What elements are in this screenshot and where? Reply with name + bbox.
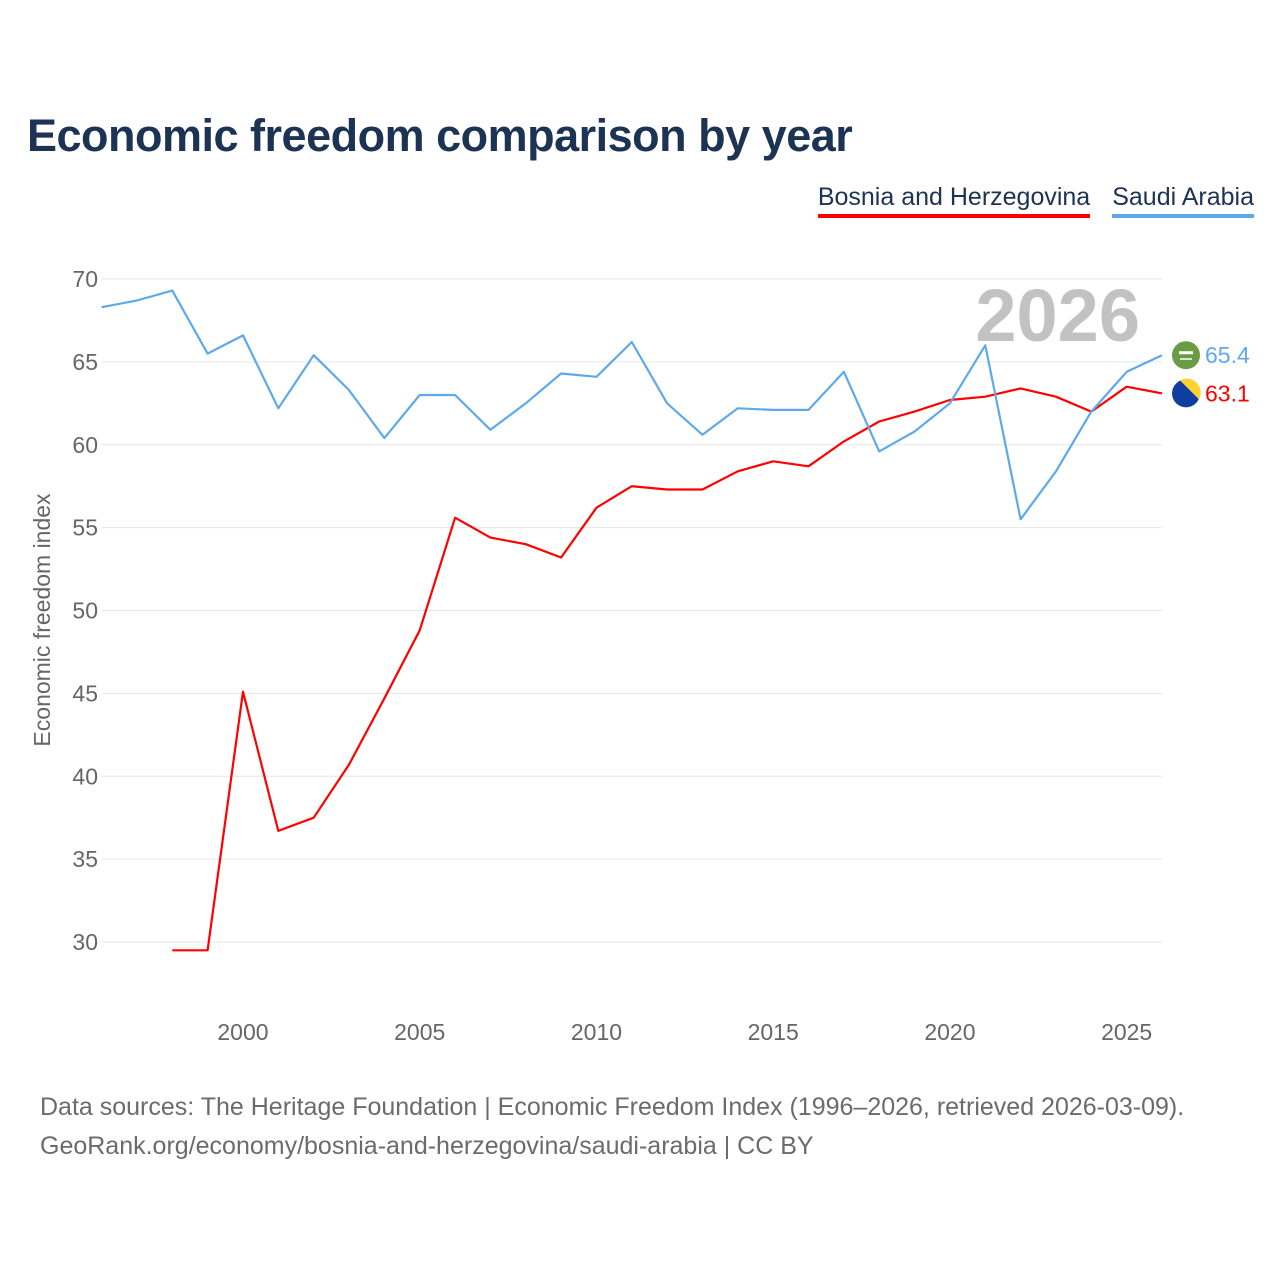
end-value-label: 65.4 <box>1205 342 1250 368</box>
x-tick-label: 2025 <box>1101 1019 1152 1045</box>
y-tick-label: 35 <box>72 846 98 872</box>
x-tick-label: 2000 <box>217 1019 268 1045</box>
series-line-saudi-arabia <box>101 289 1163 521</box>
flag-detail <box>1180 358 1192 360</box>
x-tick-label: 2015 <box>748 1019 799 1045</box>
y-tick-label: 70 <box>72 266 98 292</box>
series-line-bosnia <box>172 385 1163 952</box>
legend: Bosnia and Herzegovina Saudi Arabia <box>817 183 1254 218</box>
x-tick-label: 2010 <box>571 1019 622 1045</box>
legend-item-bosnia[interactable]: Bosnia and Herzegovina <box>817 183 1091 218</box>
x-tick-label: 2005 <box>394 1019 445 1045</box>
y-tick-label: 40 <box>72 763 98 789</box>
flag-triangle <box>1180 378 1201 400</box>
legend-item-saudi-arabia[interactable]: Saudi Arabia <box>1112 183 1254 218</box>
y-tick-label: 60 <box>72 432 98 458</box>
chart-title: Economic freedom comparison by year <box>27 110 853 161</box>
saudi-arabia-flag-icon <box>1172 341 1200 370</box>
bosnia-flag-icon <box>1172 378 1201 408</box>
flag-detail <box>1179 351 1193 355</box>
y-tick-label: 55 <box>72 515 98 541</box>
source-line-2: GeoRank.org/economy/bosnia-and-herzegovi… <box>40 1132 814 1160</box>
y-axis-label: Economic freedom index <box>29 493 55 747</box>
x-tick-label: 2020 <box>924 1019 975 1045</box>
source-note: Data sources: The Heritage Foundation | … <box>40 1088 1184 1166</box>
year-watermark: 2026 <box>975 274 1140 357</box>
y-tick-label: 45 <box>72 680 98 706</box>
y-tick-label: 30 <box>72 929 98 955</box>
y-tick-label: 50 <box>72 598 98 624</box>
source-line-1: Data sources: The Heritage Foundation | … <box>40 1093 1185 1121</box>
line-chart: 30 35 40 45 50 55 60 65 70 2000 2005 2010 2015 2020 20… <box>29 266 1250 1045</box>
y-tick-label: 65 <box>72 349 98 375</box>
end-value-label: 63.1 <box>1205 380 1250 406</box>
